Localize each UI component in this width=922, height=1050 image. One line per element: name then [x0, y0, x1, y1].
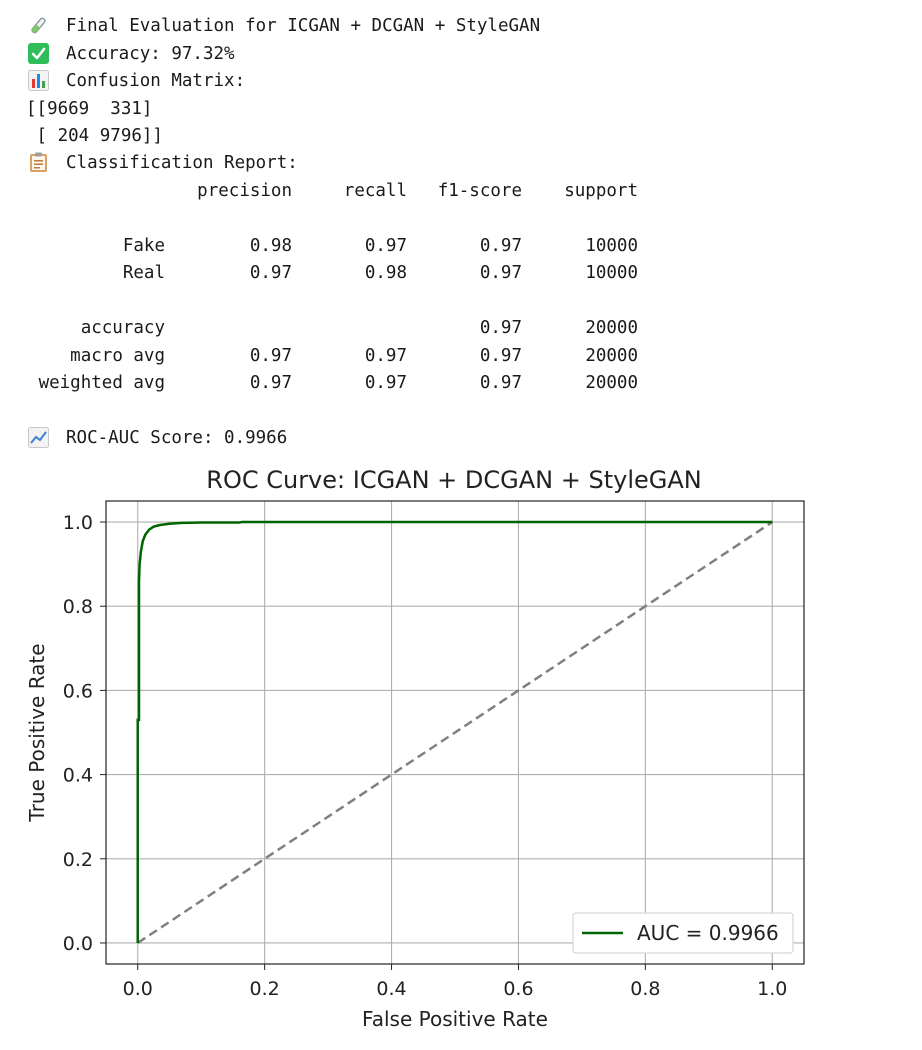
- test-tube-icon: [31, 17, 46, 34]
- report-cell-f1: 0.97: [479, 346, 522, 366]
- title-line: Final Evaluation for ICGAN + DCGAN + Sty…: [66, 16, 541, 36]
- x-tick-label: 0.6: [503, 978, 533, 1000]
- x-tick-label: 0.0: [123, 978, 153, 1000]
- roc-auc-score-line: ROC-AUC Score: 0.9966: [66, 428, 288, 448]
- roc-curve-line: [136, 520, 773, 943]
- report-row-label: weighted avg: [38, 373, 165, 393]
- chart-title: ROC Curve: ICGAN + DCGAN + StyleGAN: [206, 466, 701, 494]
- clipboard-icon: [30, 152, 47, 172]
- classification-report-heading: Classification Report:: [66, 153, 298, 173]
- report-cell-support: 20000: [585, 318, 638, 338]
- chance-diagonal-line: [137, 521, 773, 944]
- chart-series: [136, 520, 773, 944]
- y-tick-label: 1.0: [63, 512, 93, 534]
- chart-legend: AUC = 0.9966: [572, 912, 794, 954]
- report-cell-recall: 0.98: [364, 263, 407, 283]
- y-tick-label: 0.4: [63, 765, 93, 787]
- y-tick-label: 0.2: [63, 849, 93, 871]
- accuracy-line: Accuracy: 97.32%: [66, 44, 235, 64]
- report-cell-recall: 0.97: [364, 346, 407, 366]
- x-tick-label: 0.2: [250, 978, 280, 1000]
- report-cell-precision: 0.97: [249, 346, 292, 366]
- report-row-label: accuracy: [80, 318, 165, 338]
- x-axis-label: False Positive Rate: [362, 1007, 548, 1031]
- report-cell-f1: 0.97: [479, 373, 522, 393]
- report-row-label: Fake: [122, 236, 165, 256]
- report-cell-recall: 0.97: [364, 373, 407, 393]
- report-cell-f1: 0.97: [479, 318, 522, 338]
- trend-chart-icon: [28, 427, 49, 448]
- x-tick-label: 1.0: [757, 978, 787, 1000]
- plot-frame: [105, 500, 805, 965]
- y-tick-label: 0.0: [63, 933, 93, 955]
- chart-ticks: 0.0 0.2 0.4 0.6 0.8 1.0 0.0 0.2 0.4 0.6 0.8 1.0: [63, 512, 788, 1000]
- report-cell-support: 10000: [585, 236, 638, 256]
- x-tick-label: 0.4: [376, 978, 406, 1000]
- confusion-matrix-row-1: [[9669 331]: [26, 99, 153, 119]
- report-col-recall: recall: [343, 181, 407, 201]
- report-cell-support: 20000: [585, 346, 638, 366]
- bar-chart-icon: [28, 70, 49, 91]
- y-tick-label: 0.6: [63, 680, 93, 702]
- confusion-matrix-heading: Confusion Matrix:: [66, 71, 246, 91]
- report-cell-recall: 0.97: [364, 236, 407, 256]
- report-cell-support: 20000: [585, 373, 638, 393]
- report-col-support: support: [564, 181, 638, 201]
- report-cell-support: 10000: [585, 263, 638, 283]
- report-col-f1: f1-score: [437, 181, 522, 201]
- report-cell-precision: 0.98: [249, 236, 292, 256]
- report-cell-precision: 0.97: [249, 263, 292, 283]
- report-row-label: Real: [122, 263, 165, 283]
- report-cell-precision: 0.97: [249, 373, 292, 393]
- report-cell-f1: 0.97: [479, 263, 522, 283]
- roc-chart-svg: ROC Curve: ICGAN + DCGAN + StyleGAN 0.0 0…: [25, 466, 805, 1031]
- chart-grid: [106, 501, 804, 964]
- x-tick-label: 0.8: [630, 978, 660, 1000]
- roc-chart: ROC Curve: ICGAN + DCGAN + StyleGAN 0.0 0…: [0, 455, 922, 1045]
- confusion-matrix-row-2: [ 204 9796]]: [26, 126, 163, 146]
- check-mark-icon: [28, 43, 49, 64]
- report-row-label: macro avg: [70, 346, 165, 366]
- y-tick-label: 0.8: [63, 596, 93, 618]
- legend-box: [572, 912, 794, 954]
- legend-label: AUC = 0.9966: [637, 921, 779, 945]
- y-axis-label: True Positive Rate: [25, 643, 49, 822]
- report-cell-f1: 0.97: [479, 236, 522, 256]
- report-col-precision: precision: [197, 181, 292, 201]
